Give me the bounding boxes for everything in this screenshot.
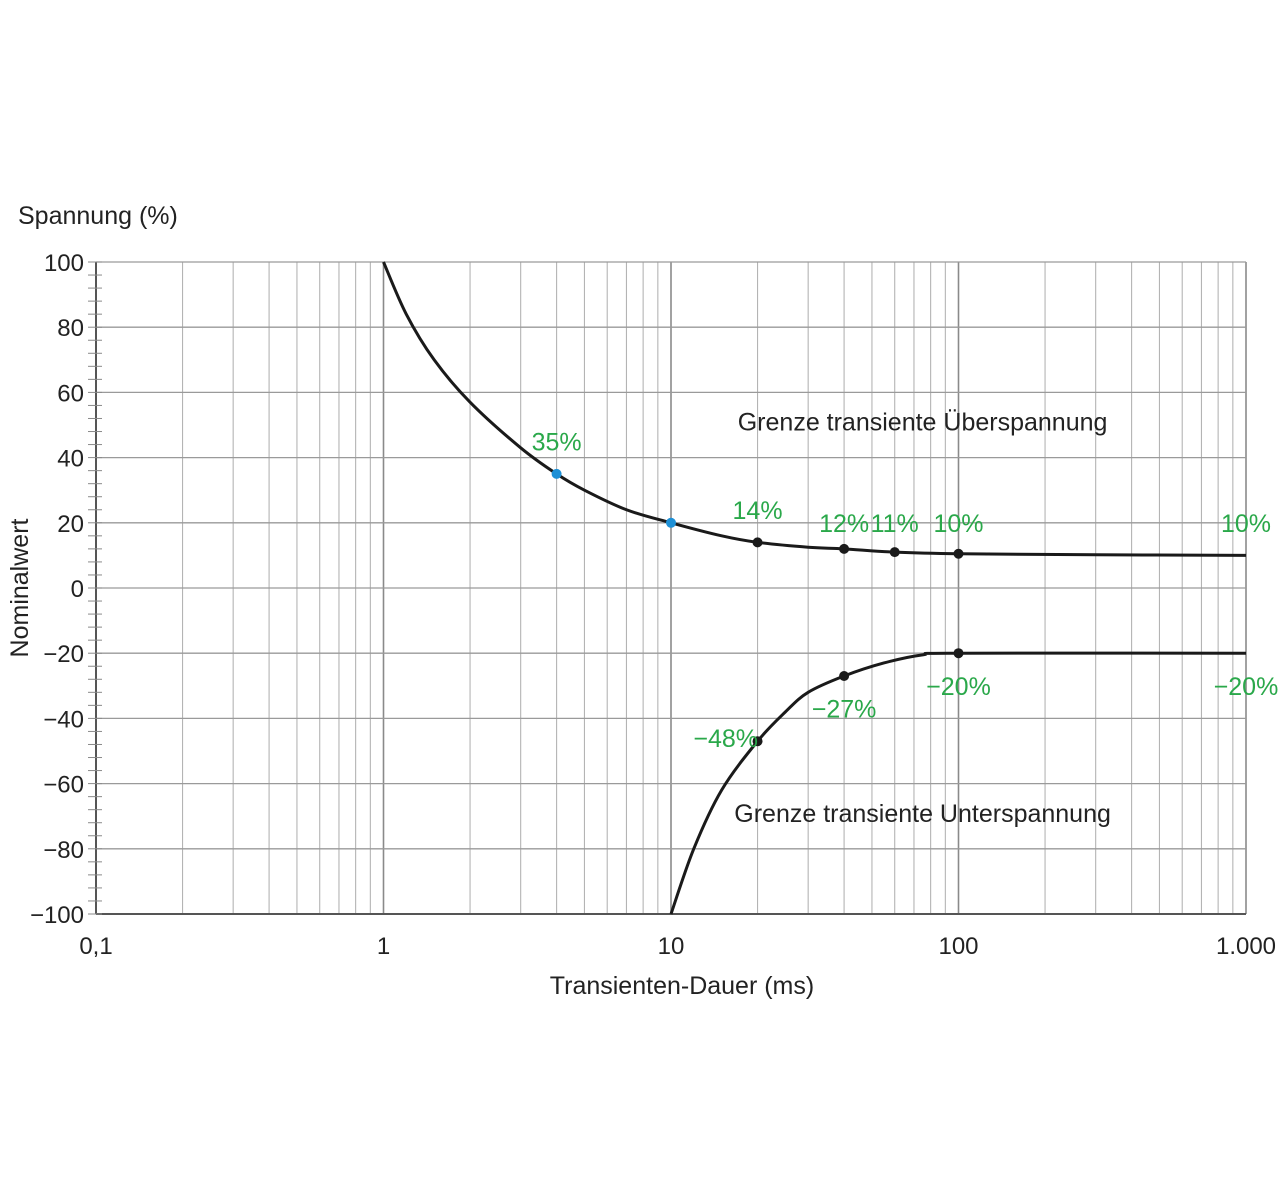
y-axis-top-title: Spannung (%) [18,202,178,230]
data-label: −27% [812,696,877,724]
data-label: −20% [1214,673,1279,701]
data-label: 10% [933,510,983,538]
y-tick-label: 100 [44,250,84,277]
y-minor-ticks [88,261,102,915]
data-point [752,736,763,747]
y-tick-label: −80 [43,837,84,864]
data-point [953,648,964,659]
data-points [551,468,964,747]
curve-labels: Grenze transiente Überspannung Grenze tra… [734,409,1111,828]
y-tick-label: 20 [57,511,84,538]
y-tick-label: −20 [43,641,84,668]
curve-label: Grenze transiente Überspannung [738,409,1108,437]
data-label: 12% [819,510,869,538]
y-tick-label: 60 [57,380,84,407]
data-point [953,548,964,559]
data-labels: 35% 14% 12% 11% 10% 10% −20% −20% −27% −48% [532,428,1279,753]
y-tick-label: −60 [43,772,84,799]
grid [95,261,1247,915]
x-tick-label: 1.000 [1216,933,1276,960]
data-point [889,547,900,558]
data-label: 35% [532,428,582,456]
curve-label: Grenze transiente Unterspannung [734,800,1111,828]
data-point [551,468,562,479]
y-tick-label: 80 [57,315,84,342]
data-label: −20% [926,673,991,701]
data-label: −48% [693,725,758,753]
x-axis-title: Transienten-Dauer (ms) [550,972,814,1000]
x-tick-label: 0,1 [79,933,112,960]
x-tick-labels: 0,1 1 10 100 1.000 [79,933,1276,960]
y-tick-label: 40 [57,446,84,473]
data-point [839,543,850,554]
data-point [752,537,763,548]
y-tick-labels: 100 80 60 40 20 0 −20 −40 −60 −80 −100 [30,250,84,929]
data-point [839,671,850,682]
y-tick-label: −100 [30,902,84,929]
y-tick-label: −40 [43,706,84,733]
x-tick-label: 100 [938,933,978,960]
data-label: 11% [871,510,919,538]
y-axis-title: Nominalwert [6,518,34,657]
data-point [666,517,676,528]
x-tick-label: 1 [377,933,390,960]
data-label: 10% [1221,510,1271,538]
x-tick-label: 10 [658,933,685,960]
data-label: 14% [733,497,783,525]
y-tick-label: 0 [71,576,84,603]
